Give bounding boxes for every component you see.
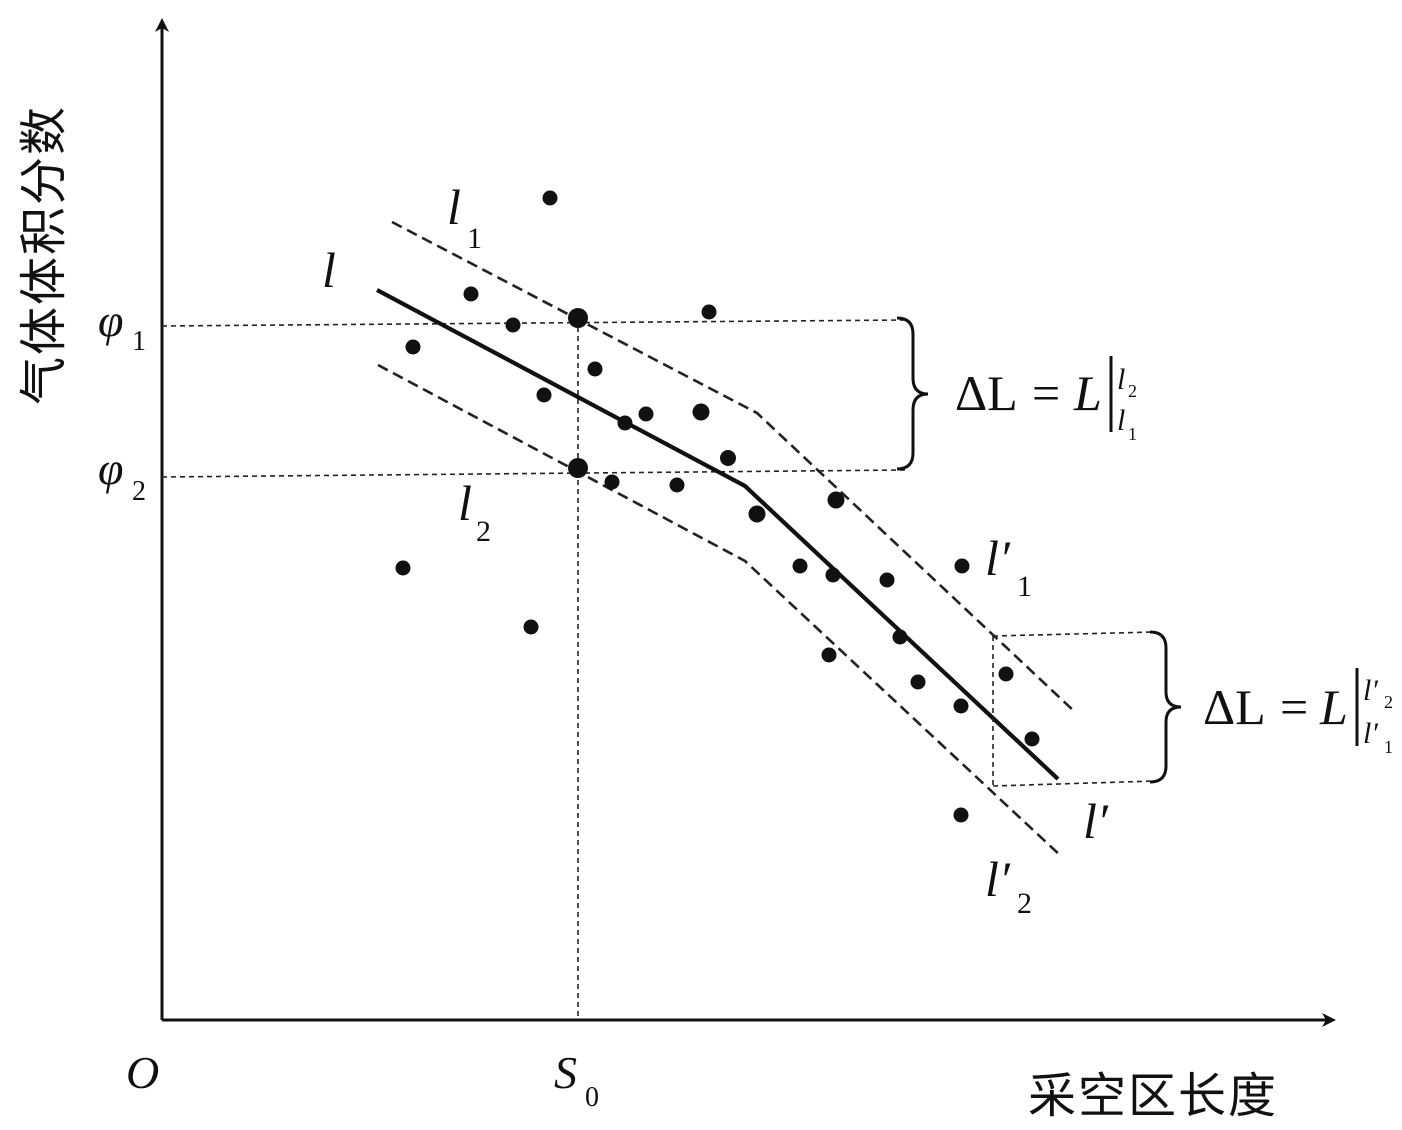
upper-brace — [896, 316, 929, 471]
line-lp-label: l′ — [1083, 793, 1109, 849]
svg-text:S: S — [554, 1047, 577, 1098]
scatter-point — [892, 629, 908, 645]
scatter-point — [638, 406, 654, 422]
lower-bound-line — [377, 363, 1063, 858]
phi2-label: φ 2 — [98, 443, 146, 507]
scatter-point — [536, 387, 552, 403]
svg-text:2: 2 — [476, 515, 491, 548]
svg-text:φ: φ — [98, 443, 123, 494]
scatter-point — [568, 308, 588, 328]
scatter-point — [587, 361, 603, 377]
scatter-point — [692, 403, 710, 421]
scatter-point — [1024, 731, 1040, 747]
svg-text:=: = — [1032, 365, 1060, 421]
svg-text:ΔL: ΔL — [1203, 679, 1266, 735]
svg-text:2: 2 — [1128, 381, 1137, 401]
scatter-point — [463, 286, 479, 302]
svg-text:l′: l′ — [985, 530, 1011, 586]
scatter-point — [953, 698, 969, 714]
svg-text:1: 1 — [132, 326, 146, 357]
lower-bracket-top-line — [992, 631, 1156, 637]
s0-label: S 0 — [554, 1047, 599, 1113]
scatter-point — [395, 560, 411, 576]
svg-text:l: l — [458, 475, 472, 531]
scatter-point — [568, 458, 588, 478]
phi1-label: φ 1 — [98, 295, 146, 357]
lower-brace — [1149, 630, 1182, 784]
svg-text:2: 2 — [132, 476, 146, 507]
upper-bound-line — [391, 220, 1076, 713]
svg-text:1: 1 — [1384, 737, 1393, 757]
svg-text:L: L — [1073, 365, 1102, 421]
svg-text:0: 0 — [585, 1082, 599, 1113]
svg-text:1: 1 — [467, 222, 482, 255]
scatter-point — [720, 450, 736, 466]
scatter-point — [669, 477, 685, 493]
scatter-point — [701, 304, 717, 320]
line-l-label: l — [322, 242, 336, 298]
upper-delta-formula: ΔL = L l 2 l 1 — [955, 356, 1137, 444]
y-axis-label: 气体体积分数 — [16, 105, 72, 405]
scatter-points — [395, 190, 1040, 823]
phi2-reference-line — [161, 469, 906, 478]
scatter-point — [405, 339, 421, 355]
fitted-line — [376, 288, 1060, 781]
scatter-point — [617, 415, 633, 431]
scatter-point — [604, 474, 620, 490]
scatter-point — [910, 674, 926, 690]
scatter-point — [998, 666, 1014, 682]
svg-text:φ: φ — [98, 295, 123, 346]
scatter-point — [827, 491, 845, 509]
svg-text:=: = — [1280, 679, 1308, 735]
svg-text:1: 1 — [1128, 424, 1137, 444]
phi1-reference-line — [161, 319, 906, 327]
scatter-point — [523, 619, 539, 635]
svg-text:l: l — [1117, 363, 1125, 396]
line-lp1-label: l′ 1 — [985, 530, 1032, 603]
svg-text:L: L — [1319, 679, 1348, 735]
svg-text:l: l — [447, 179, 461, 235]
svg-text:ΔL: ΔL — [955, 365, 1018, 421]
svg-text:1: 1 — [1017, 570, 1032, 603]
line-l2-label: l 2 — [458, 475, 491, 548]
scatter-point — [954, 558, 970, 574]
scatter-point — [821, 647, 837, 663]
svg-text:l′: l′ — [1363, 674, 1378, 707]
svg-text:2: 2 — [1017, 887, 1032, 920]
scatter-point — [879, 572, 895, 588]
svg-text:l′: l′ — [1363, 717, 1378, 750]
x-axis-label: 采空区长度 — [1028, 1068, 1278, 1124]
svg-text:2: 2 — [1384, 692, 1393, 712]
scatter-point — [505, 317, 521, 333]
scatter-point — [825, 567, 841, 583]
line-l1-label: l 1 — [447, 179, 482, 255]
origin-label: O — [126, 1047, 159, 1098]
scatter-point — [792, 558, 808, 574]
line-lp2-label: l′ 2 — [985, 851, 1032, 920]
lower-delta-formula: ΔL = L l′ 2 l′ 1 — [1203, 668, 1393, 757]
scatter-point — [542, 190, 558, 206]
svg-text:l′: l′ — [985, 851, 1011, 907]
scatter-point — [953, 807, 969, 823]
scatter-point — [748, 505, 766, 523]
lower-bracket-bottom-line — [992, 780, 1156, 787]
svg-text:l: l — [1117, 404, 1125, 437]
